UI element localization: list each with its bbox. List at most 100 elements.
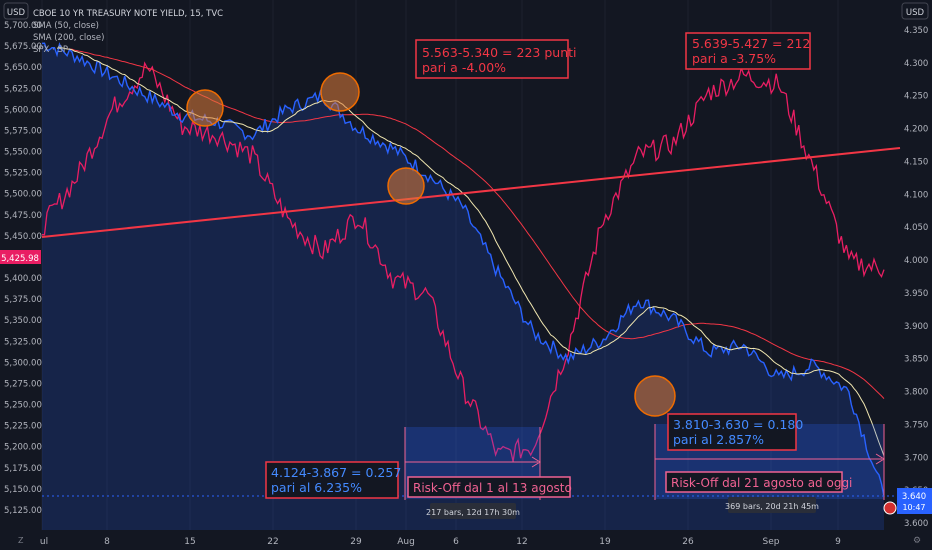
- highlight-circle-4[interactable]: [634, 375, 676, 417]
- highlight-circle-1[interactable]: [186, 89, 224, 127]
- annotation-3[interactable]: 4.124-3.867 = 0.257 pari al 6.235%: [265, 461, 401, 499]
- legend-spx[interactable]: SPX · SP: [33, 45, 68, 55]
- zoom-icon[interactable]: Z: [18, 536, 24, 545]
- right-tick-label: 3.750: [904, 420, 928, 430]
- left-tick-label: 5,550.00: [4, 148, 42, 158]
- legend-sma200[interactable]: SMA (200, close): [33, 33, 104, 43]
- yield-series-line[interactable]: [41, 42, 885, 497]
- x-tick-label: 22: [267, 537, 278, 547]
- yield-area-fill: [42, 43, 884, 530]
- legend-sma50[interactable]: SMA (50, close): [33, 21, 99, 31]
- annotation-4[interactable]: 3.810-3.630 = 0.180 pari al 2.857%: [667, 413, 803, 451]
- right-tick-label: 4.150: [904, 158, 928, 168]
- left-tick-label: 5,625.00: [4, 84, 42, 94]
- left-tick-label: 5,675.00: [4, 42, 42, 52]
- right-tick-label: 4.050: [904, 223, 928, 233]
- settings-icon[interactable]: ⚙: [913, 536, 921, 546]
- left-tick-label: 5,225.00: [4, 422, 42, 432]
- spx-series-line[interactable]: [42, 61, 885, 462]
- left-tick-label: 5,500.00: [4, 190, 42, 200]
- right-axis-panel: [895, 0, 932, 550]
- left-tick-label: 5,375.00: [4, 295, 42, 305]
- range-info-2-text: 369 bars, 20d 21h 45m: [725, 502, 819, 511]
- yield-price-tag-countdown: 10:47: [902, 503, 925, 512]
- right-tick-label: 4.200: [904, 125, 928, 135]
- legend-title[interactable]: CBOE 10 YR TREASURY NOTE YIELD, 15, TVC: [33, 9, 223, 19]
- annotation-1-line2: pari a -4.00%: [422, 60, 506, 75]
- annotation-4-line2: pari al 2.857%: [673, 432, 764, 447]
- right-tick-label: 3.600: [904, 519, 928, 529]
- left-tick-label: 5,475.00: [4, 211, 42, 221]
- annotation-1-line1: 5.563-5.340 = 223 punti: [422, 45, 577, 60]
- x-tick-label: Sep: [763, 537, 780, 547]
- highlight-circles: [186, 72, 676, 417]
- left-tick-label: 5,400.00: [4, 274, 42, 284]
- riskoff-label-2-text: Risk-Off dal 21 agosto ad oggi: [671, 476, 852, 490]
- x-tick-label: Aug: [397, 537, 415, 547]
- right-tick-label: 4.000: [904, 256, 928, 266]
- x-tick-label: 8: [104, 537, 110, 547]
- left-tick-label: 5,250.00: [4, 401, 42, 411]
- highlight-circle-3[interactable]: [387, 167, 425, 205]
- trend-line[interactable]: [41, 147, 901, 238]
- right-currency-badge[interactable]: USD: [901, 2, 929, 20]
- x-tick-label: 6: [453, 537, 459, 547]
- right-tick-label: 3.950: [904, 289, 928, 299]
- annotation-2-line1: 5.639-5.427 = 212: [692, 36, 810, 51]
- annotation-4-line1: 3.810-3.630 = 0.180: [673, 417, 803, 432]
- x-tick-label: 12: [516, 537, 527, 547]
- left-tick-label: 5,150.00: [4, 485, 42, 495]
- annotation-2-line2: pari a -3.75%: [692, 51, 776, 66]
- flag-icon[interactable]: [883, 501, 897, 515]
- right-tick-label: 4.300: [904, 59, 928, 69]
- spx-price-tag: 5,425.98: [0, 250, 41, 264]
- left-tick-label: 5,125.00: [4, 506, 42, 516]
- left-tick-label: 5,175.00: [4, 464, 42, 474]
- yield-price-tag-value: 3.640: [902, 492, 926, 502]
- right-axis-ticks: 4.350 4.300 4.250 4.200 4.150 4.100 4.050 4.000…: [904, 26, 928, 529]
- bottom-axis-panel: [0, 530, 932, 550]
- highlight-circle-2[interactable]: [320, 72, 360, 112]
- range-info-1-text: 217 bars, 12d 17h 30m: [426, 508, 520, 517]
- right-tick-label: 3.700: [904, 453, 928, 463]
- range-arrow-1: [531, 456, 541, 468]
- x-tick-label: ul: [40, 537, 48, 547]
- left-tick-label: 5,650.00: [4, 63, 42, 73]
- annotation-3-line1: 4.124-3.867 = 0.257: [271, 465, 401, 480]
- left-axis-ticks: 5,700.00 5,675.00 5,650.00 5,625.00 5,600.00…: [4, 21, 42, 516]
- left-tick-label: 5,600.00: [4, 105, 42, 115]
- annotation-3-line2: pari al 6.235%: [271, 480, 362, 495]
- left-tick-label: 5,525.00: [4, 169, 42, 179]
- range-arrow-2: [875, 453, 885, 465]
- riskoff-label-1-text: Risk-Off dal 1 al 13 agosto: [413, 481, 572, 495]
- right-tick-label: 3.900: [904, 322, 928, 332]
- annotation-2[interactable]: 5.639-5.427 = 212 pari a -3.75%: [685, 32, 811, 70]
- left-tick-label: 5,450.00: [4, 232, 42, 242]
- left-tick-label: 5,350.00: [4, 316, 42, 326]
- range-info-2: 369 bars, 20d 21h 45m: [725, 497, 819, 513]
- right-tick-label: 3.850: [904, 355, 928, 365]
- x-tick-label: 9: [835, 537, 841, 547]
- x-tick-label: 26: [682, 537, 694, 547]
- riskoff-label-2[interactable]: Risk-Off dal 21 agosto ad oggi: [665, 471, 852, 493]
- legend: CBOE 10 YR TREASURY NOTE YIELD, 15, TVC …: [33, 9, 223, 55]
- right-currency: USD: [906, 8, 925, 18]
- right-tick-label: 4.350: [904, 26, 928, 36]
- right-tick-label: 3.800: [904, 388, 928, 398]
- left-currency: USD: [7, 8, 26, 18]
- x-tick-label: 19: [599, 537, 611, 547]
- spx-price-tag-text: 5,425.98: [1, 254, 39, 264]
- x-tick-label: 15: [184, 537, 195, 547]
- left-currency-badge[interactable]: USD: [3, 2, 29, 20]
- left-tick-label: 5,325.00: [4, 337, 42, 347]
- left-tick-label: 5,300.00: [4, 358, 42, 368]
- x-axis-ticks: ul 8 15 22 29 Aug 6 12 19 26 Sep 9: [40, 537, 841, 547]
- left-tick-label: 5,575.00: [4, 126, 42, 136]
- annotation-1[interactable]: 5.563-5.340 = 223 punti pari a -4.00%: [415, 39, 577, 79]
- x-tick-label: 29: [350, 537, 362, 547]
- right-tick-label: 4.100: [904, 190, 928, 200]
- range-info-1: 217 bars, 12d 17h 30m: [426, 503, 520, 519]
- riskoff-label-1[interactable]: Risk-Off dal 1 al 13 agosto: [407, 476, 572, 498]
